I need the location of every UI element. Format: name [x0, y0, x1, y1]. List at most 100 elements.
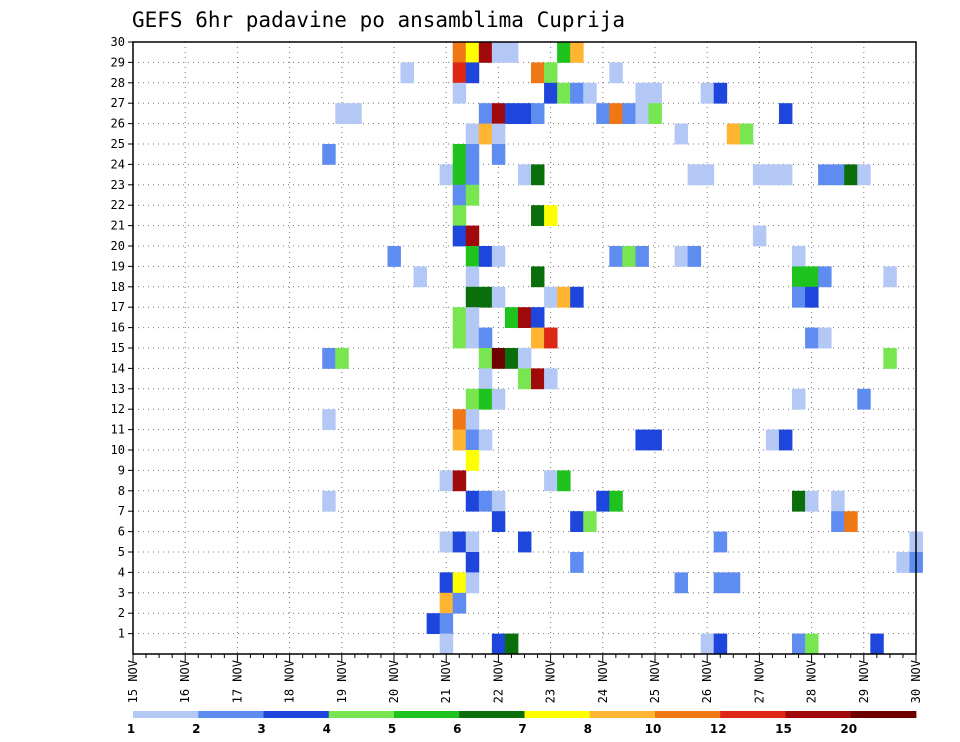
heatmap-cell [713, 633, 728, 655]
heatmap-cell [544, 205, 558, 226]
heatmap-cell [752, 225, 767, 247]
heatmap-cell [857, 164, 871, 186]
heatmap-cell [531, 62, 545, 84]
heatmap-cell [765, 429, 780, 451]
legend-swatch [524, 711, 591, 718]
legend-swatch [589, 711, 656, 718]
heatmap-cell [609, 246, 623, 267]
heatmap-cell [491, 246, 506, 267]
heatmap-cell [544, 470, 558, 492]
heatmap-cell [857, 388, 871, 410]
y-tick-label: 2 [118, 606, 125, 620]
y-tick-label: 30 [111, 35, 125, 49]
heatmap-cell [452, 164, 467, 186]
y-tick-label: 16 [111, 321, 125, 335]
heatmap-cell [831, 164, 845, 186]
heatmap-cell [465, 409, 480, 430]
heatmap-cell [504, 307, 519, 328]
heatmap-cell [570, 511, 584, 532]
heatmap-cell [674, 572, 689, 594]
heatmap-cell [465, 552, 480, 573]
heatmap-cell [439, 633, 454, 655]
legend-swatch [459, 711, 525, 718]
y-tick-label: 3 [118, 586, 125, 600]
heatmap-cell [844, 511, 858, 532]
heatmap-cell [465, 42, 480, 63]
heatmap-cell [465, 144, 480, 165]
y-tick-label: 26 [111, 117, 125, 131]
heatmap-cell [504, 103, 519, 124]
x-tick-label: 20 NOV [387, 660, 401, 703]
heatmap-cell [465, 572, 480, 594]
heatmap-cell [792, 388, 806, 410]
heatmap-cell [765, 164, 780, 186]
heatmap-cell [465, 266, 480, 288]
heatmap-cells [322, 42, 923, 655]
heatmap-cell [452, 531, 467, 553]
y-tick-label: 8 [118, 484, 125, 498]
heatmap-cell [544, 62, 558, 84]
y-axis: 1234567891011121314151617181920212223242… [111, 35, 133, 641]
heatmap-cell [452, 429, 467, 451]
x-tick-label: 27 NOV [752, 660, 766, 703]
y-tick-label: 12 [111, 402, 125, 416]
x-tick-label: 25 NOV [648, 660, 662, 703]
heatmap-cell [831, 490, 845, 512]
heatmap-cell [622, 103, 636, 124]
heatmap-cell [348, 103, 362, 124]
heatmap-cell [596, 103, 610, 124]
heatmap-cell [322, 348, 336, 369]
heatmap-cell [648, 429, 662, 451]
heatmap-cell [687, 164, 702, 186]
heatmap-cell [818, 164, 832, 186]
heatmap-cell [778, 103, 793, 124]
heatmap-cell [792, 633, 806, 655]
heatmap-cell [883, 348, 897, 369]
legend-swatch [133, 711, 199, 718]
heatmap-cell [465, 286, 480, 308]
heatmap-cell [544, 286, 558, 308]
heatmap-cell [452, 592, 467, 614]
y-tick-label: 20 [111, 239, 125, 253]
heatmap-cell [622, 246, 636, 267]
legend-label: 7 [518, 722, 526, 736]
heatmap-cell [531, 103, 545, 124]
heatmap-cell [896, 552, 910, 573]
y-tick-label: 25 [111, 137, 125, 151]
heatmap-cell [557, 286, 571, 308]
heatmap-cell [478, 348, 493, 369]
heatmap-cell [883, 266, 897, 288]
heatmap-cell [778, 429, 793, 451]
heatmap-cell [557, 82, 571, 104]
legend-swatch [263, 711, 330, 718]
heatmap-cell [792, 490, 806, 512]
heatmap-cell [648, 103, 662, 124]
legend: 1 2 3 4 5 6 7 8 10 12 15 20 [127, 711, 917, 736]
heatmap-cell [465, 225, 480, 247]
x-tick-label: 24 NOV [596, 660, 610, 703]
heatmap-cell [648, 82, 662, 104]
heatmap-cell [465, 246, 480, 267]
y-tick-label: 10 [111, 443, 125, 457]
heatmap-cell [491, 103, 506, 124]
heatmap-cell [426, 613, 441, 634]
heatmap-cell [805, 633, 819, 655]
heatmap-cell [805, 266, 819, 288]
heatmap-cell [609, 62, 623, 84]
heatmap-cell [452, 470, 467, 492]
heatmap-cell [478, 388, 493, 410]
heatmap-cell [478, 286, 493, 308]
y-tick-label: 23 [111, 178, 125, 192]
heatmap-cell [387, 246, 401, 267]
heatmap-cell [544, 368, 558, 390]
y-tick-label: 28 [111, 76, 125, 90]
heatmap-cell [805, 327, 819, 349]
heatmap-cell [504, 633, 519, 655]
heatmap-cell [570, 82, 584, 104]
heatmap-cell [517, 307, 532, 328]
legend-label: 6 [453, 722, 461, 736]
heatmap-cell [583, 82, 597, 104]
y-tick-label: 21 [111, 219, 125, 233]
legend-swatch [785, 711, 852, 718]
heatmap-cell [452, 327, 467, 349]
